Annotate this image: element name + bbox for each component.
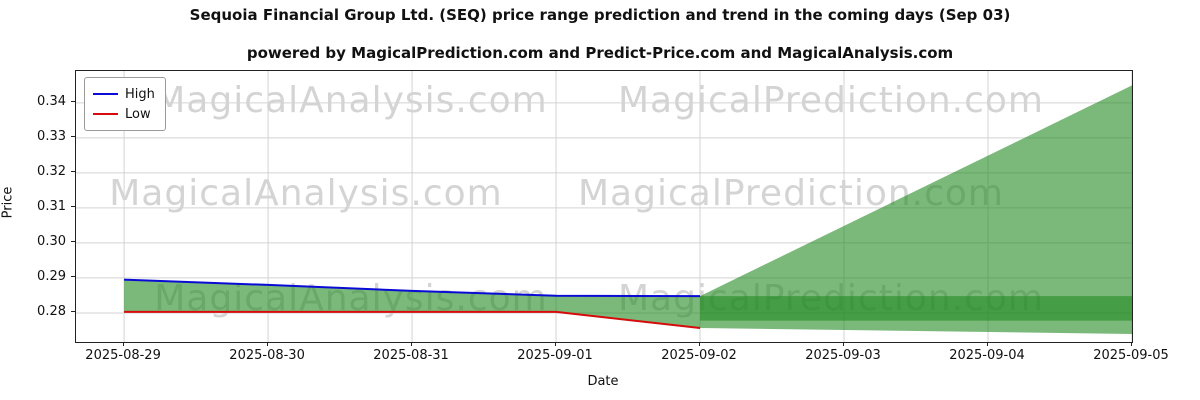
watermark-text: MagicalAnalysis.com	[109, 173, 502, 214]
high-line-swatch	[93, 93, 118, 95]
y-tick-label: 0.32	[37, 163, 66, 179]
y-tick-label: 0.30	[37, 233, 66, 249]
x-tick-mark	[1130, 342, 1132, 346]
legend-label-low: Low	[125, 106, 151, 122]
low-line	[124, 310, 701, 329]
y-tick-mark	[71, 171, 75, 173]
y-tick-mark	[71, 311, 75, 313]
forecast-fan-band	[700, 85, 1132, 334]
chart-title: Sequoia Financial Group Ltd. (SEQ) price…	[189, 6, 1011, 24]
x-tick-label: 2025-08-30	[229, 348, 305, 363]
y-tick-label: 0.29	[37, 268, 66, 284]
x-tick-mark	[266, 342, 268, 346]
y-tick-label: 0.33	[37, 128, 66, 144]
x-tick-label: 2025-09-01	[517, 348, 593, 363]
x-tick-mark	[410, 342, 412, 346]
legend-entry-high: High	[93, 84, 155, 104]
x-tick-label: 2025-09-04	[949, 348, 1025, 363]
x-tick-mark	[554, 342, 556, 346]
plot-area: MagicalAnalysis.com MagicalPrediction.com…	[75, 70, 1133, 343]
forecast-range-band	[700, 296, 1132, 321]
y-tick-mark	[71, 206, 75, 208]
x-tick-mark	[986, 342, 988, 346]
y-tick-mark	[71, 276, 75, 278]
history-range-band	[124, 279, 701, 328]
legend-entry-low: Low	[93, 104, 155, 124]
x-tick-label: 2025-08-31	[373, 348, 449, 363]
x-tick-mark	[842, 342, 844, 346]
x-tick-label: 2025-09-05	[1093, 348, 1169, 363]
legend: High Low	[84, 77, 166, 131]
x-tick-label: 2025-08-29	[85, 348, 161, 363]
y-tick-label: 0.31	[37, 198, 66, 214]
y-tick-mark	[71, 136, 75, 138]
x-tick-label: 2025-09-03	[805, 348, 881, 363]
legend-label-high: High	[125, 86, 155, 102]
x-tick-label: 2025-09-02	[661, 348, 737, 363]
watermark-text: MagicalAnalysis.com	[154, 80, 547, 121]
y-tick-mark	[71, 101, 75, 103]
y-tick-label: 0.34	[37, 93, 66, 109]
x-axis-label: Date	[587, 374, 619, 389]
y-tick-label: 0.28	[37, 303, 66, 319]
plot-canvas: MagicalAnalysis.com MagicalPrediction.com…	[76, 71, 1132, 342]
x-tick-mark	[122, 342, 124, 346]
high-line	[124, 278, 701, 298]
y-tick-mark	[71, 241, 75, 243]
watermark-text: MagicalPrediction.com	[618, 80, 1044, 121]
chart-subtitle: powered by MagicalPrediction.com and Pre…	[246, 44, 954, 62]
x-tick-mark	[698, 342, 700, 346]
low-line-swatch	[93, 113, 118, 115]
